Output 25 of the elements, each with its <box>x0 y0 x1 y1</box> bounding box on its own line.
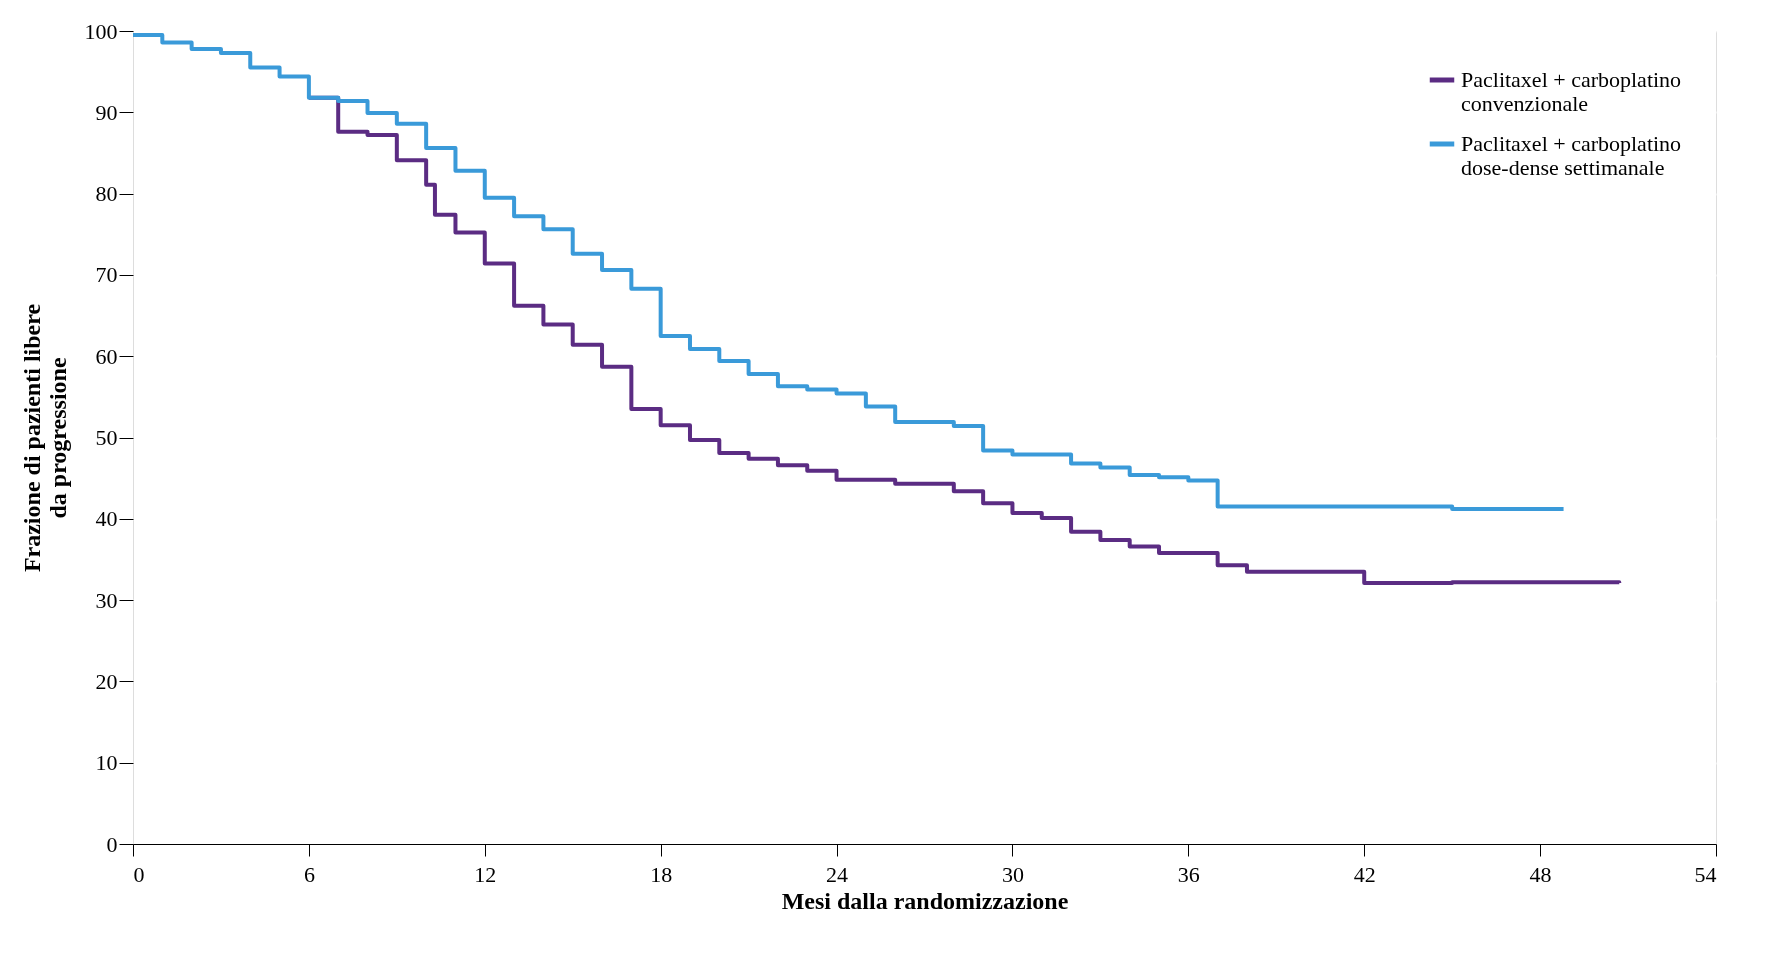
x-tick-label: 0 <box>133 861 145 887</box>
y-tick-label: 100 <box>84 18 118 44</box>
y-tick-label: 50 <box>95 425 118 450</box>
legend-label: Paclitaxel + carboplatino convenzionale <box>1461 67 1682 116</box>
y-axis-title: Frazione di pazienti libere da progressione <box>18 303 71 573</box>
y-tick-label: 80 <box>95 181 118 207</box>
x-tick-label: 48 <box>1529 861 1552 887</box>
legend-label: Paclitaxel + carboplatino dose-dense settimanale <box>1461 131 1682 180</box>
x-tick-label: 36 <box>1177 861 1200 887</box>
y-tick-label: 40 <box>95 506 118 532</box>
x-tick-label: 18 <box>650 861 673 887</box>
y-tick-label: 10 <box>95 750 118 776</box>
x-tick-label: 54 <box>1694 861 1717 887</box>
x-tick-label: 30 <box>1001 861 1024 887</box>
x-tick-label: 6 <box>303 861 315 887</box>
y-tick-label: 70 <box>95 262 118 288</box>
x-tick-label: 24 <box>826 861 849 887</box>
y-tick-label: 90 <box>95 99 118 125</box>
y-tick-label: 20 <box>95 668 118 694</box>
y-tick-label: 0 <box>106 831 118 857</box>
y-tick-label: 30 <box>95 587 118 613</box>
x-axis-title: Mesi dalla randomizzazione <box>781 887 1069 914</box>
x-tick-label: 12 <box>474 861 497 887</box>
y-tick-label: 60 <box>95 343 118 369</box>
x-tick-label: 42 <box>1353 861 1376 887</box>
